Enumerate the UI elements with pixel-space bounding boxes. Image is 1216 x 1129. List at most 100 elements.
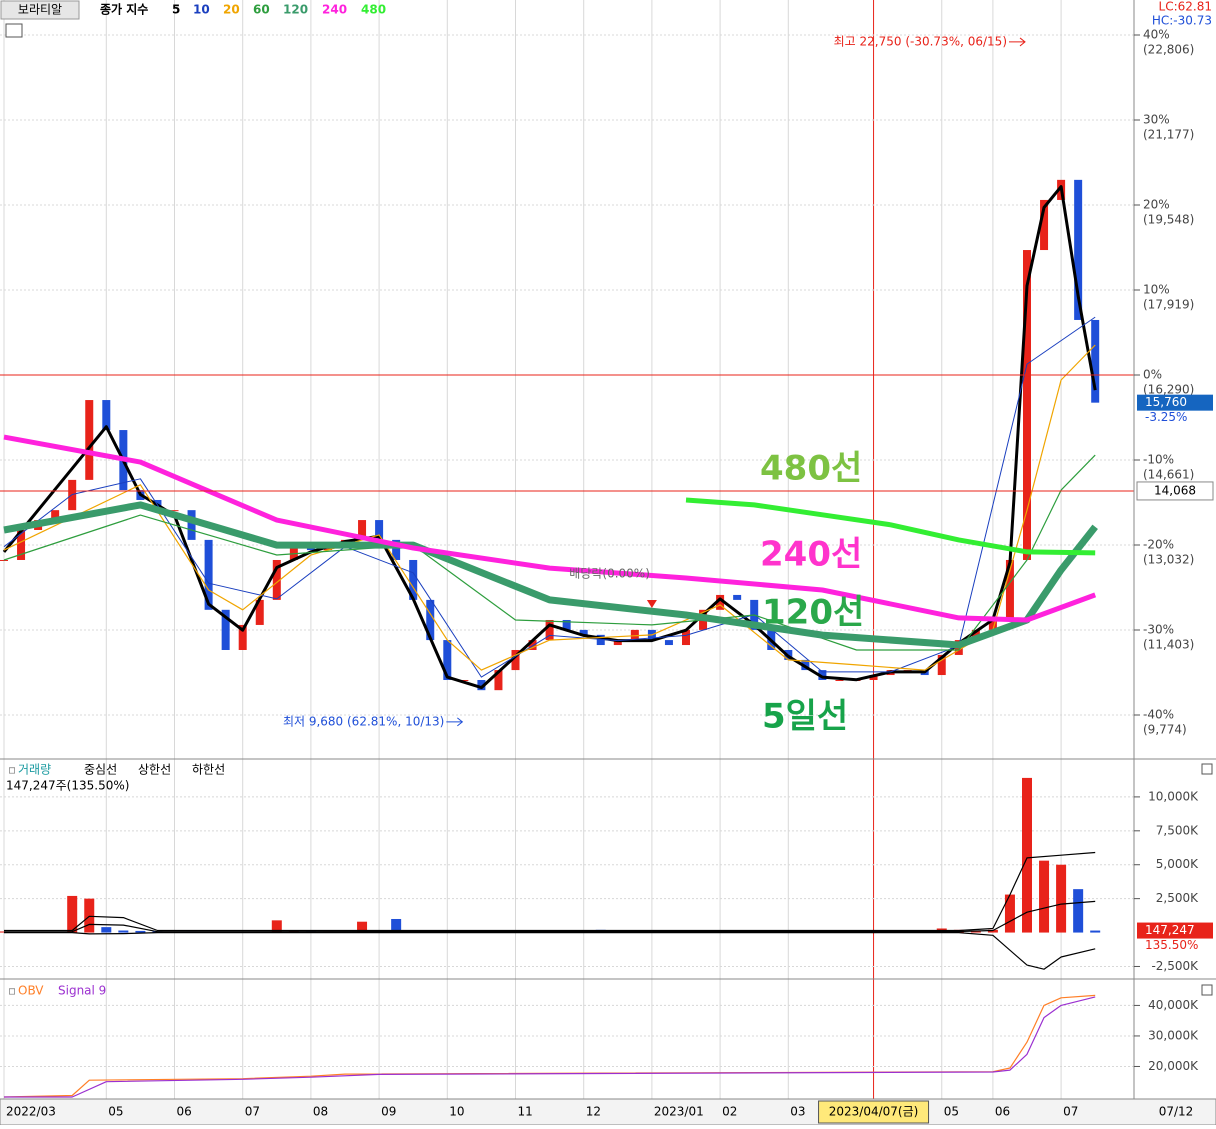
- x-tick-label: 06: [177, 1105, 192, 1119]
- candle: [170, 510, 179, 512]
- candle: [494, 670, 503, 691]
- legend-entry: 60: [253, 3, 270, 17]
- x-tick-label: 10: [449, 1105, 464, 1119]
- candle: [17, 529, 26, 560]
- y-tick-label: (13,032): [1143, 553, 1194, 567]
- candle: [988, 619, 997, 630]
- band-line: [4, 932, 1096, 970]
- volume-bar: [1004, 894, 1015, 933]
- high-arrow: [1009, 37, 1026, 47]
- volume-bar: [135, 930, 146, 933]
- candle: [102, 400, 111, 431]
- band-legend: 중심선: [84, 763, 117, 777]
- y-tick-pct: 0%: [1143, 368, 1162, 382]
- y-tick-label: 20,000K: [1148, 1059, 1199, 1073]
- y-tick-pct: 30%: [1143, 113, 1170, 127]
- candle: [1040, 199, 1049, 251]
- x-tick-label: 05: [108, 1105, 123, 1119]
- y-tick-pct: -40%: [1143, 708, 1174, 722]
- volume-bar: [271, 920, 282, 933]
- last-change: 135.50%: [1145, 938, 1198, 952]
- y-tick-label: (21,177): [1143, 128, 1194, 142]
- y-tick-label: (9,774): [1143, 723, 1187, 737]
- candle: [375, 520, 384, 540]
- lc-label: LC:62.81: [1159, 0, 1212, 14]
- x-tick-label: 2023/01: [654, 1105, 704, 1119]
- candle: [85, 400, 94, 480]
- panel-icon: ▫: [8, 763, 16, 777]
- y-tick-label: 2,500K: [1156, 891, 1199, 905]
- y-tick-label: (17,919): [1143, 298, 1194, 312]
- candle: [289, 545, 298, 560]
- candle: [477, 679, 486, 691]
- candle: [409, 559, 418, 600]
- candle: [426, 599, 435, 641]
- volume-bar: [987, 929, 998, 933]
- candle: [579, 629, 588, 635]
- candle: [238, 624, 247, 650]
- legend-entry: 5: [172, 3, 180, 17]
- y-tick-label: (16,290): [1143, 383, 1194, 397]
- candle: [971, 629, 980, 641]
- last-box: [1137, 394, 1213, 411]
- x-tick-label: 12: [586, 1105, 601, 1119]
- y-tick-label: 7,500K: [1156, 823, 1199, 837]
- volume-bar: [1056, 864, 1067, 933]
- close-button[interactable]: [1201, 763, 1213, 775]
- candle: [392, 539, 401, 560]
- volume-bar: [1073, 889, 1084, 933]
- band-legend: 하한선: [192, 763, 225, 777]
- volume-bar: [84, 898, 95, 933]
- candle: [937, 654, 946, 676]
- band-line: [4, 851, 1096, 932]
- low-arrow: [446, 717, 464, 727]
- ma-annotation: 240선: [760, 535, 862, 575]
- volume-bar: [357, 921, 368, 933]
- y-tick-label: (11,403): [1143, 638, 1194, 652]
- x-tick-label: 06: [995, 1105, 1010, 1119]
- candle: [0, 559, 8, 561]
- candle: [511, 649, 520, 671]
- y-tick-label: (22,806): [1143, 43, 1194, 57]
- volume-bar: [391, 918, 402, 933]
- candle: [1023, 250, 1031, 560]
- x-tick-label: 07: [245, 1105, 260, 1119]
- obv-legend: Signal 9: [58, 984, 106, 998]
- volume-bar: [67, 895, 78, 933]
- candle: [528, 640, 537, 650]
- ma-annotation: 5일선: [762, 697, 848, 737]
- tool-button[interactable]: [0, 0, 80, 20]
- candle: [1074, 179, 1083, 320]
- last-change: -3.25%: [1145, 410, 1187, 424]
- obv-line: [4, 996, 1096, 1098]
- candle: [204, 539, 213, 610]
- candle: [221, 609, 230, 650]
- ma-line: [3, 316, 1096, 678]
- hline-label: 14,068: [1154, 483, 1196, 497]
- x-tick-label: 2023/04/07(금): [829, 1105, 919, 1119]
- x-right-label: 07/12: [1159, 1105, 1194, 1119]
- hline-box: [1136, 481, 1214, 501]
- ma-annotation: 480선: [760, 449, 862, 489]
- legend-entry: 480: [361, 3, 386, 17]
- last-label: 147,247: [1145, 923, 1195, 937]
- volume-bar: [1090, 930, 1101, 933]
- volume-bar: [101, 927, 112, 933]
- candle: [630, 629, 639, 641]
- x-tick-label: 05: [944, 1105, 959, 1119]
- hc-label: HC:-30.73: [1152, 14, 1212, 28]
- table-icon[interactable]: [5, 23, 23, 38]
- volume-summary: 147,247주(135.50%): [6, 779, 129, 793]
- candle: [596, 634, 605, 646]
- cursor-label-box: [818, 1100, 930, 1124]
- volume-bar: [1022, 777, 1032, 933]
- tool-button-label[interactable]: 보라티알: [18, 3, 62, 17]
- x-tick-label: 09: [381, 1105, 396, 1119]
- candle: [664, 640, 673, 646]
- candle: [358, 520, 367, 540]
- close-button[interactable]: [1201, 984, 1213, 996]
- y-tick-pct: -20%: [1143, 538, 1174, 552]
- x-axis-bar: [0, 1098, 1216, 1126]
